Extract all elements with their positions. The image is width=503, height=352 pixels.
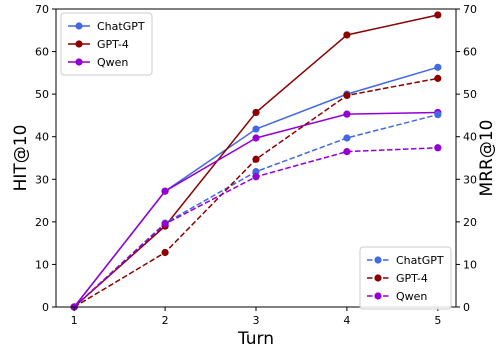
chatgpt-mrr-10-point: [252, 168, 260, 176]
gpt-4-mrr-10-point: [434, 74, 442, 82]
qwen-mrr-10-point: [252, 173, 260, 181]
left-y-tick-label: 0: [42, 301, 49, 314]
legend-label-qwen: Qwen: [97, 56, 128, 69]
right-y-axis-label: MRR@10: [477, 120, 497, 197]
gpt-4-hit-10-point: [434, 11, 442, 19]
legend-marker-qwen: [374, 292, 382, 300]
qwen-mrr-10-point: [343, 148, 351, 156]
gpt-4-hit-10-point: [343, 31, 351, 39]
x-tick-label: 2: [162, 314, 169, 327]
legend-box: [359, 246, 452, 310]
right-y-tick-label: 60: [463, 46, 477, 59]
gpt-4-hit-10-point: [252, 108, 260, 117]
x-tick-label: 5: [434, 314, 441, 327]
x-axis-label: Turn: [237, 329, 274, 349]
right-y-tick-label: 40: [463, 131, 477, 144]
right-y-tick-label: 30: [463, 173, 477, 186]
left-y-axis-label: HIT@10: [11, 125, 31, 192]
left-y-tick-label: 70: [35, 3, 49, 16]
right-y-tick-label: 50: [463, 88, 477, 101]
qwen-hit-10-point: [252, 134, 260, 142]
chatgpt-hit-10-point: [434, 63, 442, 71]
legend-marker-chatgpt: [75, 22, 83, 30]
right-y-axis-ticks: 0 10 20 30 40 50 60 70: [456, 3, 477, 314]
legend-hit-at-10: ChatGPT GPT-4 Qwen: [60, 12, 153, 76]
left-y-tick-label: 10: [35, 258, 49, 271]
qwen-hit-10-point: [343, 110, 351, 118]
left-y-tick-label: 40: [35, 131, 49, 144]
left-y-tick-label: 60: [35, 46, 49, 59]
legend-label-chatgpt: ChatGPT: [97, 20, 145, 33]
gpt-4-mrr-10-point: [161, 248, 169, 257]
legend-marker-chatgpt: [374, 256, 382, 264]
legend-label-gpt-4: GPT-4: [97, 38, 129, 51]
legend-box: [60, 12, 153, 76]
gpt-4-mrr-10-point: [343, 91, 351, 100]
legend-marker-gpt-4: [75, 40, 83, 48]
right-y-tick-label: 20: [463, 216, 477, 229]
legend-label-gpt-4: GPT-4: [396, 272, 428, 285]
x-tick-label: 1: [71, 314, 78, 327]
x-tick-label: 4: [343, 314, 350, 327]
x-tick-label: 3: [253, 314, 260, 327]
left-y-tick-label: 20: [35, 216, 49, 229]
legend-label-qwen: Qwen: [396, 290, 427, 303]
chatgpt-mrr-10-point: [343, 134, 351, 142]
legend-mrr-at-10: ChatGPT GPT-4 Qwen: [359, 246, 452, 310]
legend-label-chatgpt: ChatGPT: [396, 254, 444, 267]
right-y-tick-label: 70: [463, 3, 477, 16]
left-y-tick-label: 30: [35, 173, 49, 186]
left-y-tick-label: 50: [35, 88, 49, 101]
right-y-tick-label: 10: [463, 258, 477, 271]
x-axis-ticks: 1 2 3 4 5: [71, 307, 441, 327]
legend-marker-qwen: [75, 58, 83, 66]
qwen-hit-10-point: [161, 187, 169, 195]
left-y-axis-ticks: 0 10 20 30 40 50 60 70: [35, 3, 56, 314]
legend-marker-gpt-4: [374, 274, 382, 282]
qwen-mrr-10-point: [161, 220, 169, 228]
right-y-tick-label: 0: [463, 301, 470, 314]
gpt-4-mrr-10-point: [252, 155, 260, 163]
chatgpt-mrr-10-point: [434, 110, 442, 119]
qwen-mrr-10-point: [434, 144, 442, 152]
chatgpt-hit-10-point: [252, 125, 260, 133]
plot-marks: [70, 11, 442, 311]
